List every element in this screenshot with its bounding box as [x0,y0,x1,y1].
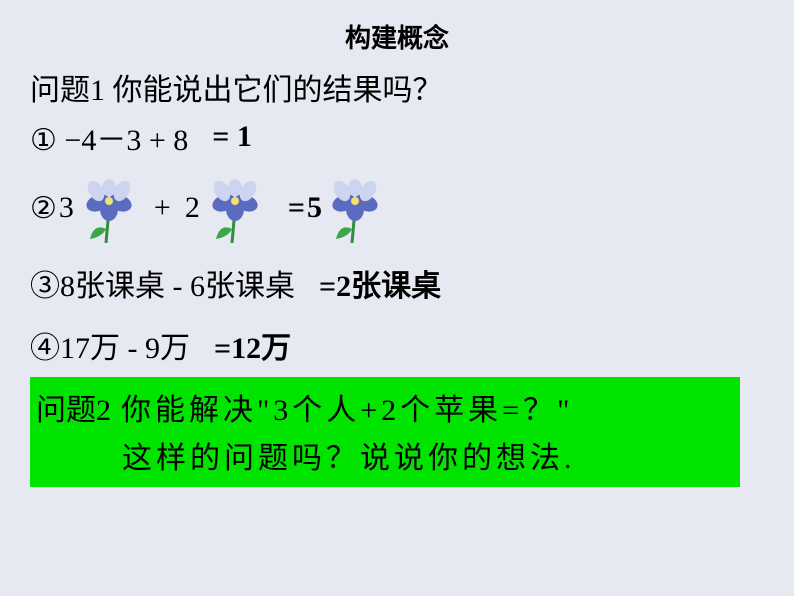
row2-coef-a: 3 [59,191,74,225]
flower-icon [202,173,268,243]
row-1: ① −4－3 + 8 = 1 [30,115,764,159]
flower-icon [76,173,142,243]
row3-answer: =2张课桌 [319,261,441,305]
row4-answer: =12万 [214,323,291,367]
question2-text1: 你能解决"3个人+2个苹果=？" [121,394,573,427]
flower-icon [322,173,388,243]
row4-expr: ④17万 - 9万 [30,323,190,367]
question1: 问题1 你能说出它们的结果吗？ [30,65,764,109]
row-3: ③8张课桌 - 6张课桌 =2张课桌 [30,261,764,305]
row2-eq: = [288,191,305,225]
question2-line1: 问题2 你能解决"3个人+2个苹果=？" [36,385,734,429]
circled-1: ① [30,124,57,157]
row2-coef-b: 2 [185,191,200,225]
row3-expr: ③8张课桌 - 6张课桌 [30,261,295,305]
row4-expression: 17万 - 9万 [60,332,190,365]
row-4: ④17万 - 9万 =12万 [30,323,764,367]
row1-expression: −4－3 + 8 [57,124,188,157]
row2-plus: + [154,191,171,225]
circled-4: ④ [30,332,60,365]
row1-expr: ① −4－3 + 8 [30,115,188,159]
question2-line2: 这样的问题吗？说说你的想法. [36,433,734,477]
slide-title: 构建概念 [30,18,764,55]
circled-3: ③ [30,270,60,303]
row1-answer: = 1 [212,120,252,154]
circled-2: ② [30,191,57,226]
question2-label: 问题2 [36,394,111,427]
row-2: ② 3 + 2 [30,173,764,243]
row3-expression: 8张课桌 - 6张课桌 [60,270,295,303]
question2-box: 问题2 你能解决"3个人+2个苹果=？" 这样的问题吗？说说你的想法. [30,377,740,487]
slide: 构建概念 问题1 你能说出它们的结果吗？ ① −4－3 + 8 = 1 ② 3 … [0,0,794,596]
row2-answer-coef: 5 [307,191,322,225]
